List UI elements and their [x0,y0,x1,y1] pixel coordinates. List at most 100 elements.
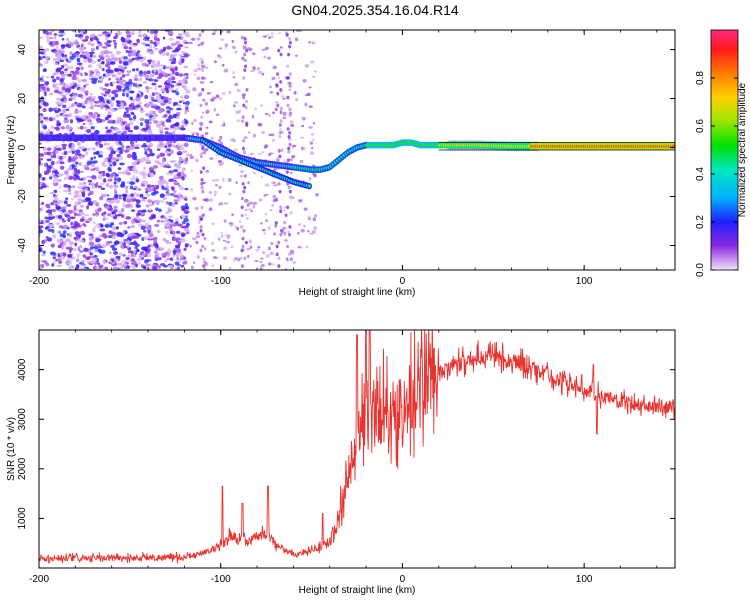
noise-cell [53,153,57,159]
noise-cell [174,244,181,249]
noise-cell [99,53,104,56]
noise-cell [52,215,56,219]
noise-cell [90,43,95,46]
noise-cell [238,220,242,224]
noise-cell [110,108,114,112]
noise-column-cell [201,76,205,80]
noise-cell [303,207,308,211]
noise-cell [170,42,177,47]
noise-cell [135,203,140,207]
noise-cell [294,37,299,42]
noise-cell [279,127,283,132]
noise-cell [133,125,140,130]
noise-column-cell [199,127,203,131]
noise-cell [169,149,174,155]
noise-cell [125,168,129,173]
noise-cell [261,151,265,154]
noise-cell [104,224,110,228]
noise-cell [190,265,194,270]
noise-cell [139,171,143,176]
noise-cell [67,73,72,77]
noise-cell [184,46,190,49]
noise-cell [87,96,93,100]
noise-cell [138,30,142,34]
noise-cell [196,37,201,41]
noise-cell [183,210,190,214]
noise-cell [151,60,156,64]
noise-cell [154,86,158,91]
noise-cell [189,188,194,192]
noise-cell [87,64,93,68]
noise-cell [244,208,248,212]
noise-cell [222,256,228,260]
noise-cell [208,207,213,212]
noise-cell [125,185,129,190]
noise-cell [71,225,77,229]
noise-cell [73,190,80,195]
noise-column-cell [244,240,248,245]
noise-column-cell [242,76,246,80]
axes-2: -200 -100 0 100 1000 2000 3000 4000 Height of st… [6,329,676,596]
noise-cell [124,149,129,153]
noise-cell [172,237,177,242]
noise-cell [90,246,94,250]
noise-cell [133,78,139,81]
plot-frame [38,29,676,271]
noise-cell [196,67,202,71]
noise-cell [153,190,159,195]
noise-cell [125,216,132,220]
noise-cell [146,184,152,189]
noise-cell [74,39,78,42]
noise-cell [172,130,176,136]
noise-cell [218,185,222,190]
noise-column-cell [242,189,246,194]
noise-cell [82,88,85,93]
noise-cell [247,254,250,258]
noise-cell [69,82,73,88]
noise-cell [74,115,80,119]
noise-cell [63,150,68,156]
noise-column-cell [276,91,280,96]
noise-cell [75,33,78,38]
noise-cell [179,257,184,261]
noise-cell [238,109,242,113]
noise-cell [193,69,198,73]
noise-cell [98,43,103,47]
noise-cell [220,38,225,41]
noise-cell [58,185,62,189]
noise-cell [96,225,101,229]
noise-cell [105,205,111,209]
noise-cell [83,213,90,217]
noise-cell [52,57,58,62]
noise-cell [296,30,299,33]
noise-cell [132,196,136,200]
noise-cell [189,244,192,248]
noise-cell [264,144,269,148]
noise-cell [115,51,120,55]
noise-cell [127,254,132,258]
noise-cell [168,144,172,148]
noise-cell [135,233,140,236]
noise-cell [129,90,135,94]
noise-cell [108,161,112,166]
noise-cell [145,74,150,79]
noise-cell [116,214,122,217]
noise-cell [213,193,217,197]
noise-cell [118,150,124,155]
noise-cell [46,158,52,162]
noise-cell [167,98,172,101]
x-tick-label: 100 [576,276,593,287]
noise-cell [240,170,244,174]
noise-cell [126,113,131,118]
noise-column-cell [240,264,244,268]
noise-cell [39,173,42,178]
noise-column-cell [277,256,281,261]
noise-cell [131,112,135,116]
noise-cell [106,242,110,246]
noise-cell [164,73,169,77]
noise-column-cell [202,166,206,170]
noise-cell [289,120,294,125]
noise-cell [70,257,74,261]
noise-cell [231,39,234,43]
noise-cell [146,113,151,117]
